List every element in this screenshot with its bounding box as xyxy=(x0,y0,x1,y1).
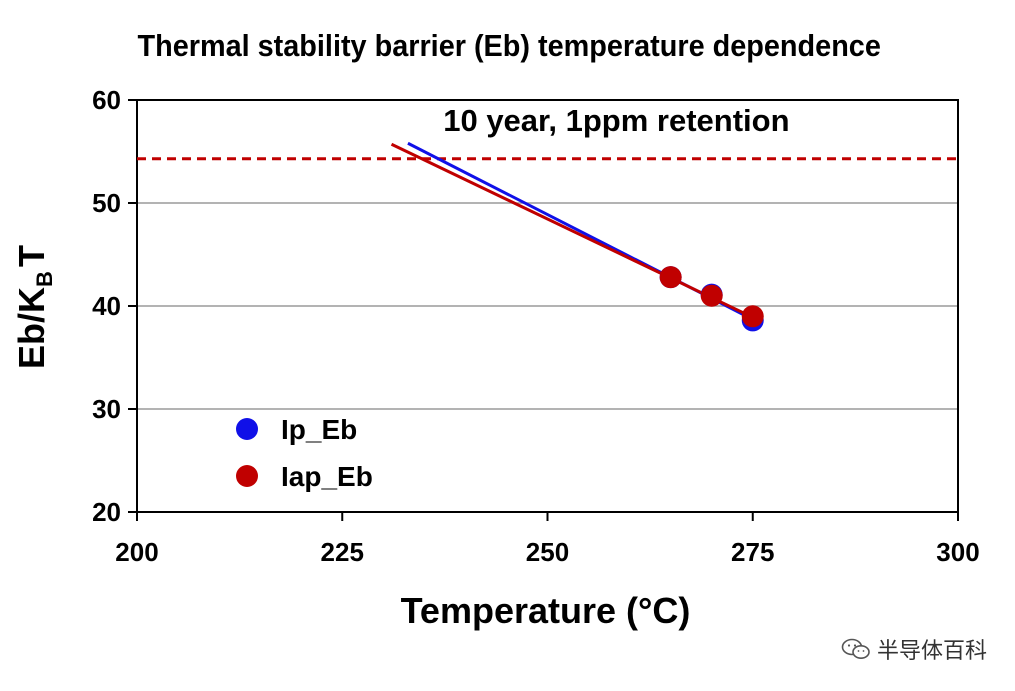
y-tick-label: 50 xyxy=(92,188,121,218)
x-tick-label: 225 xyxy=(321,537,364,567)
chart-title: Thermal stability barrier (Eb) temperatu… xyxy=(137,28,881,63)
y-axis-title-subscript: B xyxy=(32,271,57,287)
legend-label-iap-eb: Iap_Eb xyxy=(281,461,373,492)
wechat-icon xyxy=(841,638,870,659)
y-tick-label: 40 xyxy=(92,291,121,321)
y-axis-title-main: Eb/K xyxy=(11,287,52,369)
y-tick-label: 60 xyxy=(92,85,121,115)
reference-label: 10 year, 1ppm retention xyxy=(443,103,789,138)
y-axis-title-tail: T xyxy=(11,245,52,267)
y-axis-title: Eb/KBT xyxy=(11,245,57,369)
legend-label-ip-eb: Ip_Eb xyxy=(281,414,357,445)
x-tick-label: 275 xyxy=(731,537,774,567)
x-tick-label: 200 xyxy=(115,537,158,567)
fit-line-iap-eb xyxy=(390,142,754,319)
x-tick-label: 300 xyxy=(936,537,979,567)
x-axis-title: Temperature (°C) xyxy=(401,590,691,631)
data-point-iap-eb xyxy=(659,266,682,289)
watermark-text: 半导体百科 xyxy=(876,639,987,664)
data-point-iap-eb xyxy=(700,284,723,307)
watermark: 半导体百科 xyxy=(841,633,987,665)
data-point-iap-eb xyxy=(741,305,764,328)
x-tick-label: 250 xyxy=(526,537,569,567)
legend-marker-iap-eb xyxy=(236,465,258,487)
y-tick-label: 30 xyxy=(92,394,121,424)
y-tick-label: 20 xyxy=(92,497,121,527)
legend-marker-ip-eb xyxy=(236,418,258,440)
